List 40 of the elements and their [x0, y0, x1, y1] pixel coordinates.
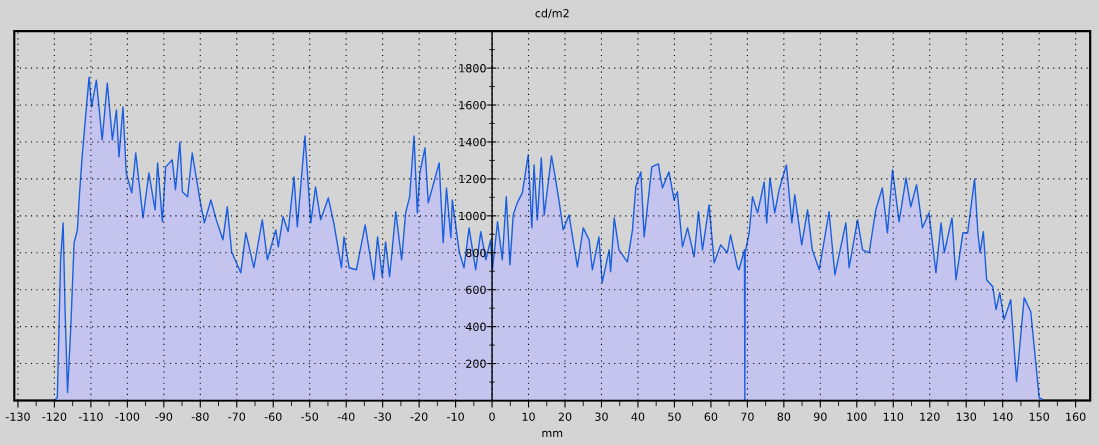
- y-tick-label: 1800: [459, 64, 486, 73]
- x-tick-label: -130: [5, 412, 30, 421]
- x-tick-label: 70: [741, 412, 754, 421]
- x-tick-label: 160: [1066, 412, 1086, 421]
- y-tick-label: 1200: [459, 174, 486, 184]
- x-tick-label: 40: [631, 412, 645, 421]
- x-tick-label: 90: [813, 412, 827, 421]
- x-tick-label: 20: [558, 412, 572, 421]
- x-tick-label: 120: [920, 412, 940, 421]
- x-tick-label: -40: [337, 412, 355, 421]
- y-tick-label: 200: [466, 359, 486, 368]
- x-axis-title: mm: [542, 430, 563, 438]
- x-tick-label: -70: [228, 412, 246, 421]
- y-tick-label: 1400: [459, 137, 486, 147]
- x-tick-label: 10: [522, 412, 535, 421]
- x-tick-label: -50: [301, 412, 319, 421]
- x-tick-label: 50: [668, 412, 681, 421]
- x-tick-label: -90: [155, 412, 173, 421]
- x-tick-label: 0: [489, 412, 495, 421]
- x-tick-label: -120: [42, 412, 67, 421]
- y-tick-label: 1600: [459, 100, 486, 110]
- x-tick-label: 110: [883, 412, 904, 421]
- x-tick-label: 60: [704, 412, 718, 421]
- x-tick-label: 30: [595, 412, 608, 421]
- y-tick-label: 1000: [459, 211, 486, 221]
- x-tick-label: -80: [191, 412, 209, 421]
- x-tick-label: -110: [78, 412, 103, 421]
- x-tick-label: -100: [115, 412, 140, 421]
- chart-title: cd/m2: [535, 8, 569, 19]
- x-tick-label: -20: [410, 412, 428, 421]
- x-tick-label: 150: [1029, 412, 1050, 421]
- y-tick-label: 400: [465, 322, 486, 332]
- x-tick-label: 140: [993, 412, 1013, 421]
- x-tick-label: 100: [847, 412, 867, 421]
- x-tick-label: -60: [264, 412, 282, 421]
- y-tick-label: 600: [466, 285, 486, 295]
- x-tick-label: 80: [777, 412, 791, 421]
- x-tick-label: 130: [956, 412, 977, 421]
- x-tick-label: -30: [374, 412, 391, 421]
- x-tick-label: -10: [447, 412, 464, 421]
